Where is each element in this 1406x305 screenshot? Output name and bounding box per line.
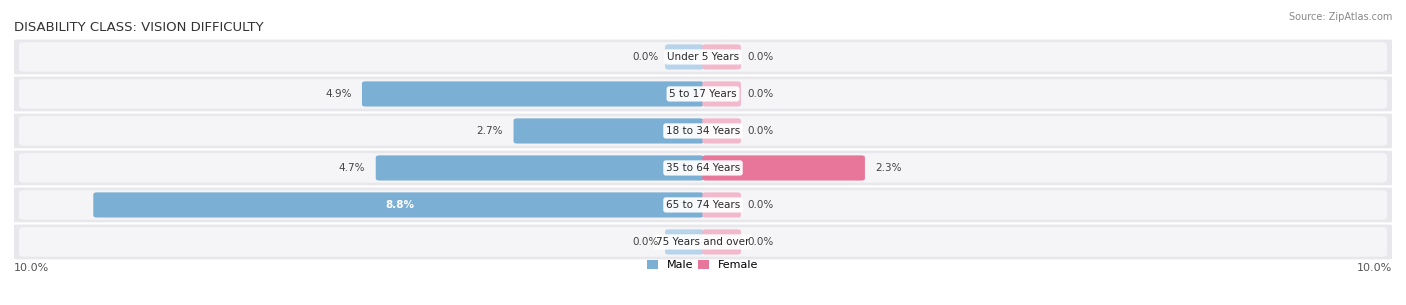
Text: Source: ZipAtlas.com: Source: ZipAtlas.com <box>1288 12 1392 22</box>
FancyBboxPatch shape <box>665 229 703 255</box>
FancyBboxPatch shape <box>703 192 741 217</box>
Text: Under 5 Years: Under 5 Years <box>666 52 740 62</box>
Text: 35 to 64 Years: 35 to 64 Years <box>666 163 740 173</box>
FancyBboxPatch shape <box>18 153 1388 183</box>
Text: 0.0%: 0.0% <box>748 52 775 62</box>
Text: 5 to 17 Years: 5 to 17 Years <box>669 89 737 99</box>
FancyBboxPatch shape <box>665 44 703 70</box>
Text: 4.9%: 4.9% <box>325 89 352 99</box>
Text: 0.0%: 0.0% <box>748 126 775 136</box>
Legend: Male, Female: Male, Female <box>643 256 763 275</box>
FancyBboxPatch shape <box>18 116 1388 146</box>
FancyBboxPatch shape <box>10 224 1396 259</box>
FancyBboxPatch shape <box>375 155 703 181</box>
FancyBboxPatch shape <box>10 113 1396 148</box>
Text: DISABILITY CLASS: VISION DIFFICULTY: DISABILITY CLASS: VISION DIFFICULTY <box>14 21 264 34</box>
Text: 2.3%: 2.3% <box>875 163 901 173</box>
Text: 0.0%: 0.0% <box>631 237 658 247</box>
Text: 0.0%: 0.0% <box>748 237 775 247</box>
Text: 10.0%: 10.0% <box>14 264 49 273</box>
FancyBboxPatch shape <box>18 190 1388 220</box>
Text: 65 to 74 Years: 65 to 74 Years <box>666 200 740 210</box>
FancyBboxPatch shape <box>361 81 703 106</box>
Text: 0.0%: 0.0% <box>631 52 658 62</box>
FancyBboxPatch shape <box>703 155 865 181</box>
FancyBboxPatch shape <box>703 81 741 106</box>
FancyBboxPatch shape <box>10 40 1396 74</box>
Text: 8.8%: 8.8% <box>385 200 415 210</box>
FancyBboxPatch shape <box>18 227 1388 257</box>
FancyBboxPatch shape <box>10 151 1396 185</box>
FancyBboxPatch shape <box>93 192 703 217</box>
Text: 0.0%: 0.0% <box>748 89 775 99</box>
FancyBboxPatch shape <box>513 118 703 144</box>
Text: 10.0%: 10.0% <box>1357 264 1392 273</box>
Text: 2.7%: 2.7% <box>477 126 503 136</box>
FancyBboxPatch shape <box>18 79 1388 109</box>
Text: 75 Years and over: 75 Years and over <box>657 237 749 247</box>
FancyBboxPatch shape <box>703 229 741 255</box>
Text: 18 to 34 Years: 18 to 34 Years <box>666 126 740 136</box>
Text: 0.0%: 0.0% <box>748 200 775 210</box>
FancyBboxPatch shape <box>703 118 741 144</box>
Text: 4.7%: 4.7% <box>339 163 366 173</box>
FancyBboxPatch shape <box>18 42 1388 72</box>
FancyBboxPatch shape <box>10 188 1396 222</box>
FancyBboxPatch shape <box>10 77 1396 111</box>
FancyBboxPatch shape <box>703 44 741 70</box>
